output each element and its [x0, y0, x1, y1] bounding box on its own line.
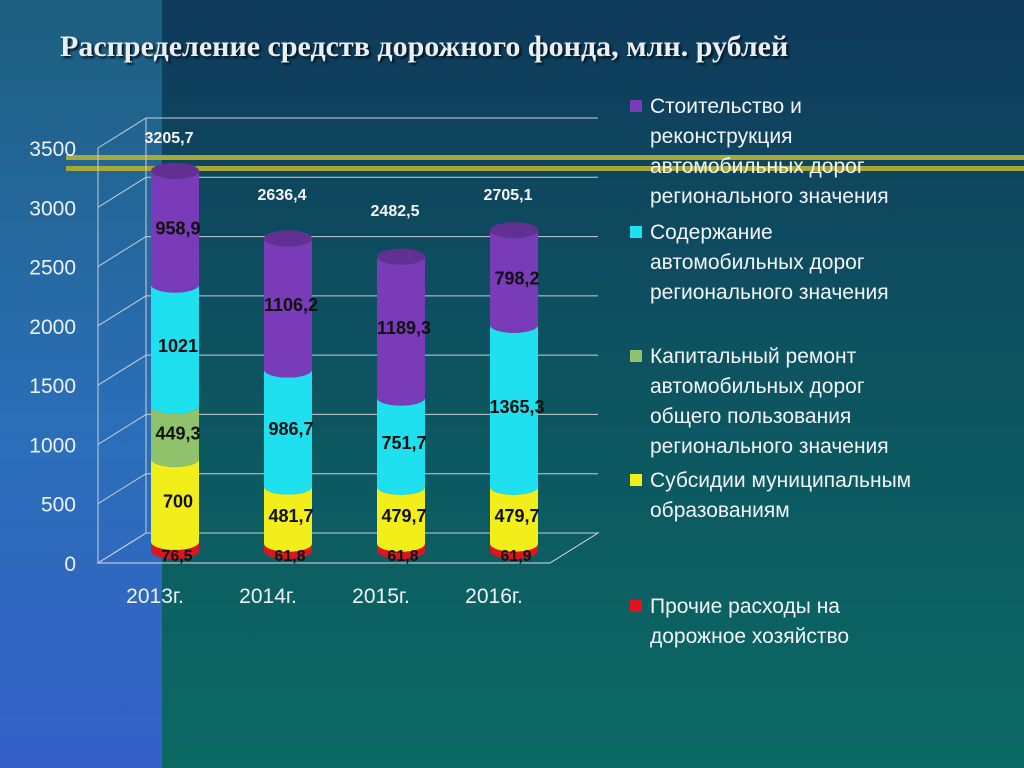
data-label: 1189,3: [377, 318, 431, 338]
legend-swatch: [630, 100, 642, 112]
bar-segment: [490, 543, 538, 559]
bar-segment: [377, 543, 425, 559]
bar-segment: [151, 170, 199, 293]
data-label: 986,7: [268, 419, 313, 439]
data-label: 1021: [158, 336, 198, 356]
x-tick-label: 2014г.: [239, 585, 297, 608]
total-label: 3205,7: [145, 130, 194, 147]
data-label: 449,3: [155, 423, 200, 443]
data-label: 700: [163, 491, 193, 511]
grid-diagonal: [97, 473, 147, 505]
y-tick-label: 0: [64, 553, 76, 576]
decorative-line-bottom: [66, 166, 1024, 171]
y-tick-label: 1500: [29, 375, 76, 398]
legend-label: Стоительство и реконструкция автомобильн…: [650, 95, 889, 208]
data-label: 751,7: [381, 433, 426, 453]
data-label: 481,7: [268, 506, 313, 526]
data-label: 798,2: [494, 269, 539, 289]
x-tick-label: 2015г.: [352, 585, 410, 608]
data-label: 61,8: [387, 548, 418, 565]
data-label: 479,7: [381, 506, 426, 526]
bar-segment: [490, 486, 538, 552]
y-tick-label: 1000: [29, 434, 76, 457]
bar-segment: [264, 238, 312, 378]
grid-diagonal: [97, 295, 147, 327]
legend-swatch: [630, 474, 642, 486]
bar-segment: [151, 541, 199, 559]
legend-swatch: [630, 600, 642, 612]
legend-label: Капитальный ремонт автомобильных дорог о…: [650, 345, 889, 458]
bar-segment: [151, 405, 199, 467]
left-background-strip: [0, 0, 162, 768]
page-title: Распределение средств дорожного фонда, м…: [60, 30, 789, 63]
y-tick-label: 2000: [29, 316, 76, 339]
legend-item-major-repair: Капитальный ремонт автомобильных дорог о…: [630, 342, 889, 462]
legend-label: Прочие расходы на дорожное хозяйство: [650, 595, 850, 648]
bar-segment: [377, 256, 425, 406]
grid-diagonal: [97, 532, 147, 564]
legend-label: Содержание автомобильных дорог региональ…: [650, 221, 889, 304]
y-tick-label: 500: [41, 494, 76, 517]
data-label: 61,8: [274, 548, 305, 565]
grid-diagonal: [97, 354, 147, 386]
y-tick-label: 2500: [29, 257, 76, 280]
bar-top-cap: [377, 248, 425, 265]
data-label: 958,9: [155, 219, 200, 239]
bar-segment: [490, 230, 538, 333]
decorative-line-top: [66, 155, 1024, 160]
legend-label: Субсидии муниципальным образованиям: [650, 469, 912, 522]
legend-item-other-expenses: Прочие расходы на дорожное хозяйство: [630, 592, 849, 652]
data-label: 1365,3: [489, 397, 544, 417]
x-tick-label: 2013г.: [126, 585, 184, 608]
y-tick-label: 3500: [29, 138, 76, 161]
bar-segment: [151, 284, 199, 414]
stacked-bar-chart: 0 500 1000 1500 2000 2500 3000 3500 76,5 700 449,3…: [29, 117, 600, 608]
y-tick-label: 3000: [29, 197, 76, 220]
data-label: 76,5: [161, 548, 192, 565]
data-label: 479,7: [494, 506, 539, 526]
total-label: 2705,1: [484, 187, 533, 204]
grid-diagonal: [97, 414, 147, 445]
bar-segment: [264, 543, 312, 559]
bar-top-cap: [490, 222, 538, 239]
bar-top-cap: [151, 162, 199, 179]
total-label: 2636,4: [258, 187, 307, 204]
bar-segment: [377, 397, 425, 495]
grid-diagonal: [97, 236, 147, 267]
bar-segment: [490, 324, 538, 495]
grid-diagonal: [97, 176, 147, 208]
total-label: 2482,5: [371, 203, 420, 220]
x-tick-label: 2016г.: [465, 585, 523, 608]
bar-top-cap: [264, 230, 312, 247]
legend-swatch: [630, 350, 642, 362]
bar-segment: [377, 486, 425, 552]
legend-item-subsidies: Субсидии муниципальным образованиям: [630, 466, 911, 526]
grid-diagonal: [97, 117, 147, 149]
bar-segment: [264, 369, 312, 495]
legend-swatch: [630, 226, 642, 238]
legend-item-construction: Стоительство и реконструкция автомобильн…: [630, 92, 889, 212]
data-label: 1106,2: [264, 295, 318, 315]
data-label: 61,9: [500, 548, 531, 565]
bar-segment: [264, 486, 312, 552]
legend-item-maintenance: Содержание автомобильных дорог региональ…: [630, 218, 889, 308]
bar-segment: [151, 458, 199, 550]
